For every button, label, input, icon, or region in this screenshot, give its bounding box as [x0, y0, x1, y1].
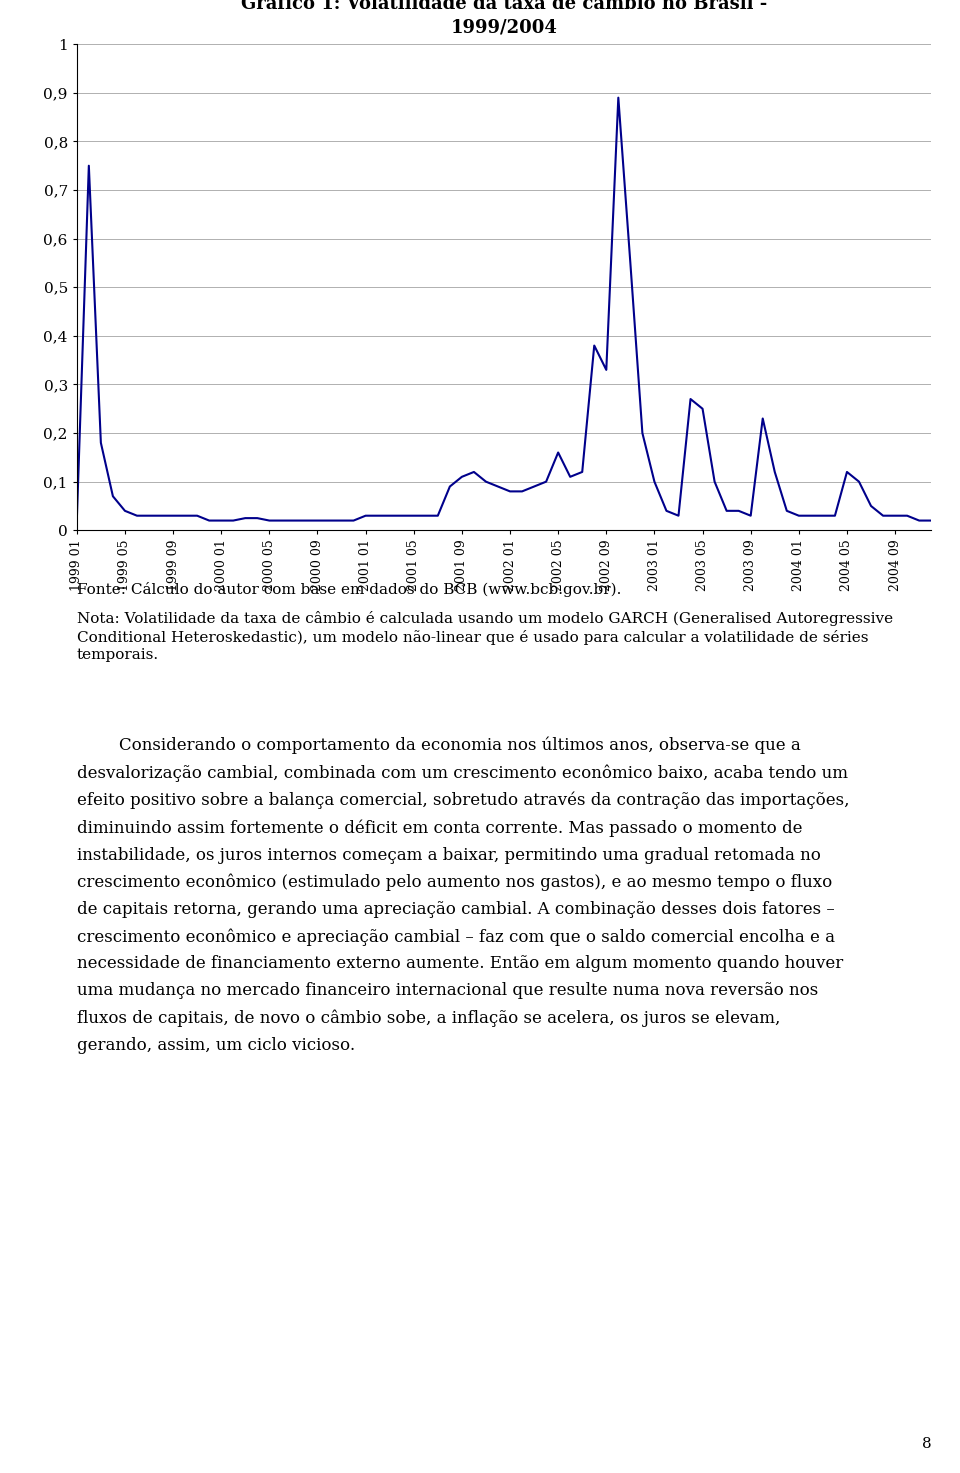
Text: Nota: Volatilidade da taxa de câmbio é calculada usando um modelo GARCH (General: Nota: Volatilidade da taxa de câmbio é c…	[77, 611, 893, 663]
Text: 8: 8	[922, 1436, 931, 1451]
Text: Fonte: Cálculo do autor com base em dados do BCB (www.bcb.gov.br).: Fonte: Cálculo do autor com base em dado…	[77, 582, 621, 597]
Text: Gráfico 1: Volatilidade da taxa de câmbio no Brasil -
1999/2004: Gráfico 1: Volatilidade da taxa de câmbi…	[241, 0, 767, 37]
Text: Considerando o comportamento da economia nos últimos anos, observa-se que a
desv: Considerando o comportamento da economia…	[77, 736, 850, 1053]
